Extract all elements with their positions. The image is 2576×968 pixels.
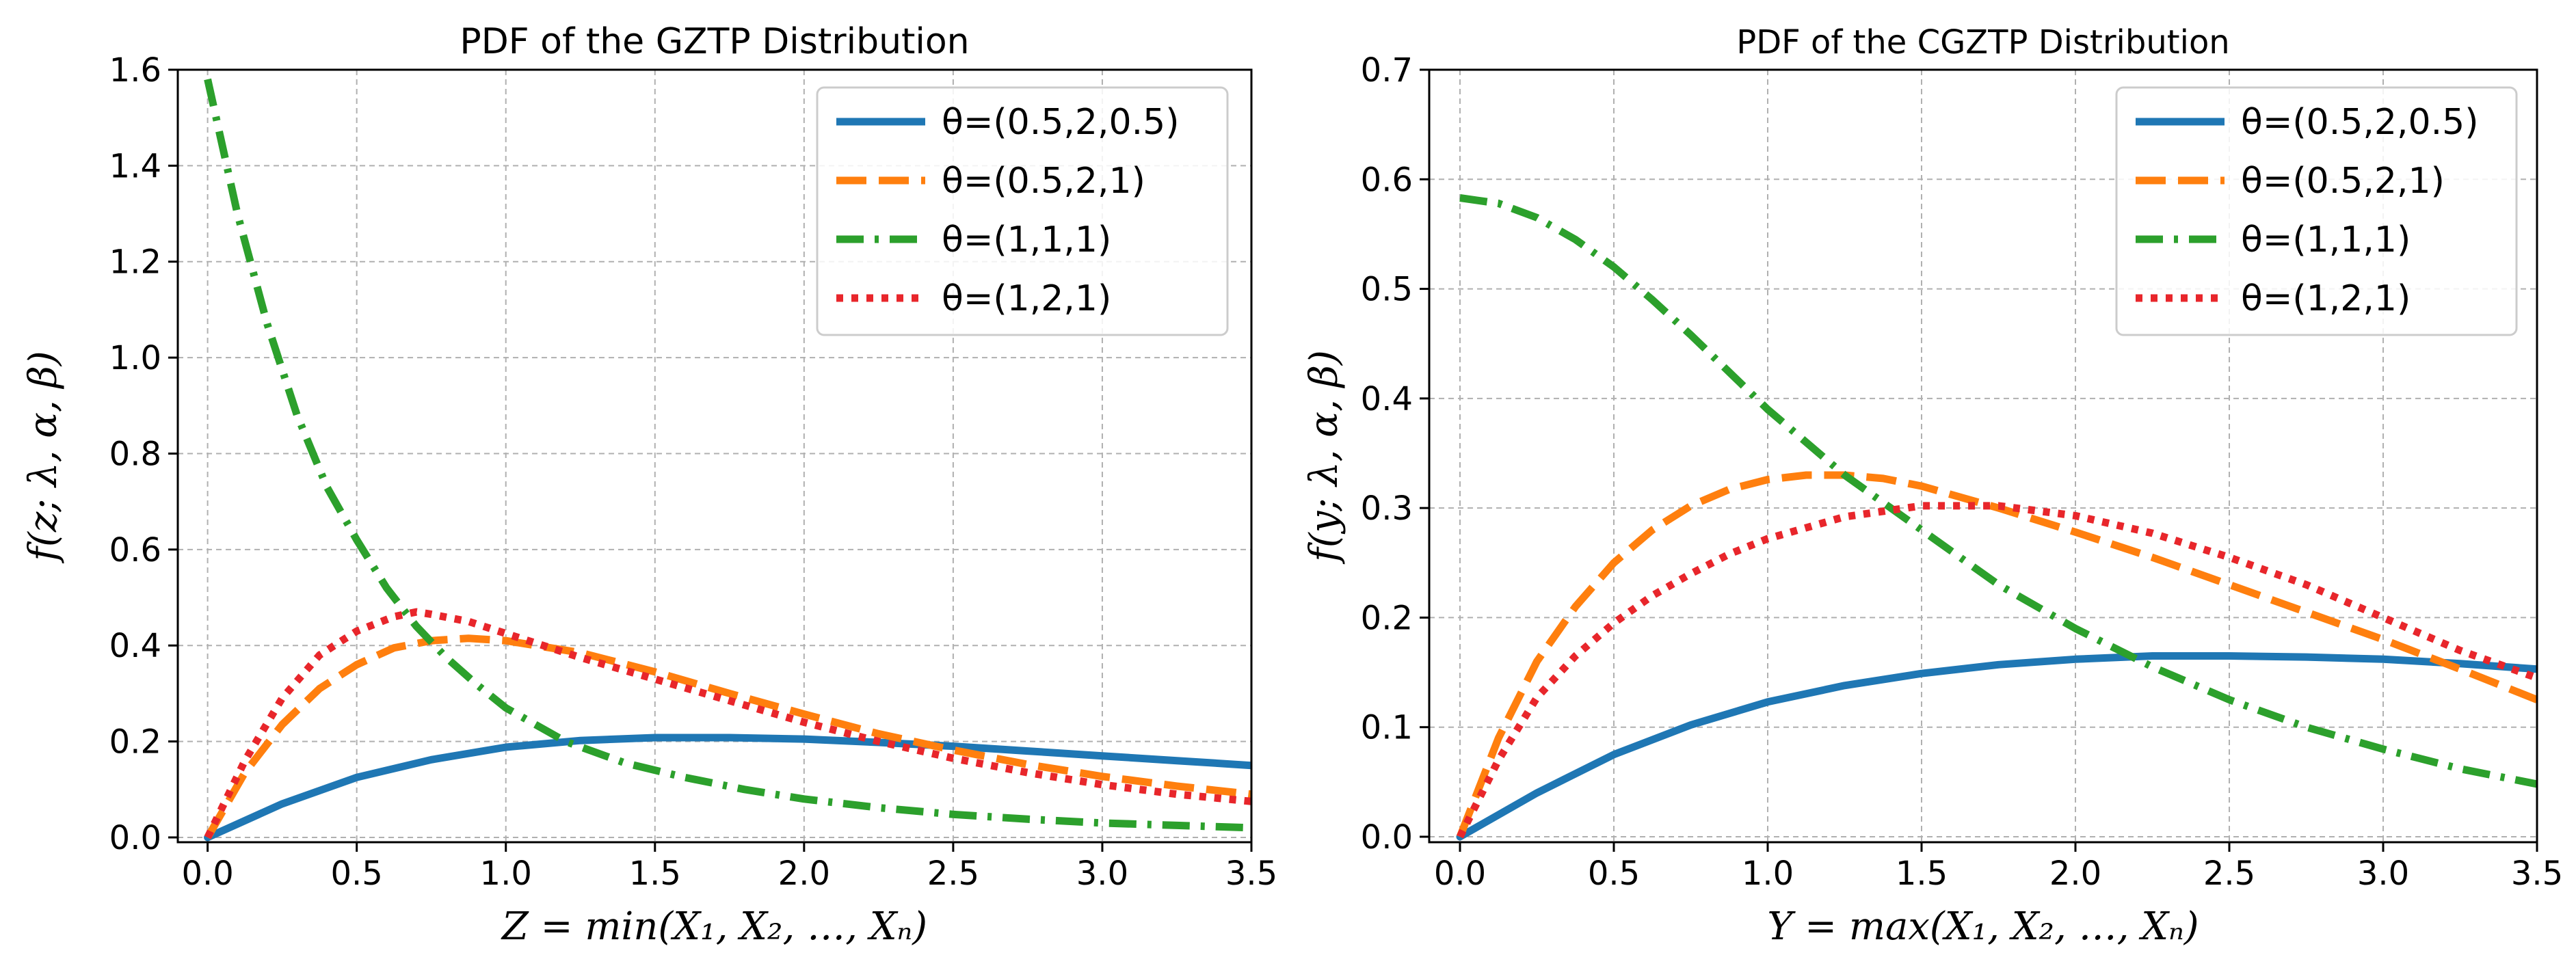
y-tick-label: 0.2 xyxy=(1361,599,1413,637)
x-tick-label: 1.5 xyxy=(629,855,681,893)
x-axis-label: Y = max(X₁, X₂, …, Xₙ) xyxy=(1767,904,2199,949)
y-tick-label: 1.4 xyxy=(109,147,161,185)
x-tick-label: 3.0 xyxy=(1076,855,1128,893)
y-tick-label: 0.6 xyxy=(1361,161,1413,199)
x-tick-label: 0.0 xyxy=(181,855,233,893)
ticks: 0.0 0.5 1.0 1.5 2.0 2.5 3.0 3.5 0.0 0.1 0.2 0.3 0.4 0… xyxy=(1361,51,2564,893)
series-line-3 xyxy=(204,78,1251,832)
x-tick-label: 1.5 xyxy=(1896,855,1948,893)
series-line-2 xyxy=(204,634,1251,839)
x-tick-label: 2.0 xyxy=(778,855,830,893)
x-tick-label: 0.5 xyxy=(330,855,382,893)
y-tick-label: 0.2 xyxy=(109,723,161,762)
x-tick-label: 0.0 xyxy=(1434,855,1486,893)
legend: θ=(0.5,2,0.5) θ=(0.5,2,1) θ=(1,1,1) θ=(1,2,… xyxy=(816,86,1229,336)
y-tick-label: 0.3 xyxy=(1361,489,1413,528)
y-tick-label: 0.5 xyxy=(1361,271,1413,309)
legend-box xyxy=(2115,86,2518,336)
y-tick-label: 1.2 xyxy=(109,243,161,282)
y-tick-label: 0.0 xyxy=(109,819,161,857)
legend-entry-2: θ=(0.5,2,1) xyxy=(942,161,1145,202)
x-tick-label: 1.0 xyxy=(1742,855,1794,893)
x-tick-label: 2.0 xyxy=(2049,855,2101,893)
y-tick-label: 0.4 xyxy=(109,627,161,665)
y-tick-label: 0.1 xyxy=(1361,709,1413,747)
y-tick-label: 0.4 xyxy=(1361,380,1413,418)
plot-frame xyxy=(176,68,1253,844)
chart-title: PDF of the CGZTP Distribution xyxy=(1736,23,2229,62)
legend-entry-4: θ=(1,2,1) xyxy=(942,278,1111,319)
chart-title: PDF of the GZTP Distribution xyxy=(460,21,969,62)
x-axis-label: Z = min(X₁, X₂, …, Xₙ) xyxy=(501,904,927,949)
legend-entry-1: θ=(0.5,2,0.5) xyxy=(942,102,1180,143)
x-tick-label: 1.0 xyxy=(480,855,532,893)
y-tick-label: 1.6 xyxy=(109,51,161,90)
x-tick-label: 3.5 xyxy=(2511,855,2563,893)
y-axis-label: f(y; λ, α, β) xyxy=(1302,350,1346,565)
chart-cgztp-pdf: 0.0 0.5 1.0 1.5 2.0 2.5 3.0 3.5 0.0 0.1 0.2 0.3 0.4 0… xyxy=(1302,23,2563,949)
series-line-4 xyxy=(1457,502,2537,839)
chart-gztp-pdf: 0.0 0.5 1.0 1.5 2.0 2.5 3.0 3.5 0.0 0.2 0.4 0.6 0.8 1… xyxy=(21,21,1277,949)
x-tick-label: 0.5 xyxy=(1588,855,1640,893)
series-group xyxy=(204,78,1251,842)
legend-entry-2: θ=(0.5,2,1) xyxy=(2241,161,2445,202)
series-group xyxy=(1456,194,2537,841)
series-line-1 xyxy=(1456,652,2537,841)
x-tick-label: 3.0 xyxy=(2357,855,2409,893)
legend-entry-3: θ=(1,1,1) xyxy=(942,219,1111,260)
y-tick-label: 0.0 xyxy=(1361,818,1413,857)
series-line-4 xyxy=(204,608,1251,839)
legend-entry-4: θ=(1,2,1) xyxy=(2241,278,2411,319)
y-axis-label: f(z; λ, α, β) xyxy=(21,351,66,563)
plot-frame xyxy=(1428,68,2538,844)
y-tick-label: 1.0 xyxy=(109,339,161,377)
x-tick-label: 2.5 xyxy=(2203,855,2255,893)
y-tick-label: 0.8 xyxy=(109,435,161,473)
series-line-3 xyxy=(1459,194,2537,788)
y-tick-label: 0.6 xyxy=(109,531,161,569)
legend-entry-1: θ=(0.5,2,0.5) xyxy=(2241,102,2479,143)
legend-entry-3: θ=(1,1,1) xyxy=(2241,219,2411,260)
y-tick-label: 0.7 xyxy=(1361,51,1413,90)
ticks: 0.0 0.5 1.0 1.5 2.0 2.5 3.0 3.5 0.0 0.2 0.4 0.6 0.8 1… xyxy=(109,51,1278,893)
series-line-1 xyxy=(204,734,1251,842)
legend: θ=(0.5,2,0.5) θ=(0.5,2,1) θ=(1,1,1) θ=(1,2,… xyxy=(2115,86,2518,336)
x-tick-label: 2.5 xyxy=(927,855,979,893)
legend-box xyxy=(816,86,1229,336)
x-tick-label: 3.5 xyxy=(1225,855,1277,893)
